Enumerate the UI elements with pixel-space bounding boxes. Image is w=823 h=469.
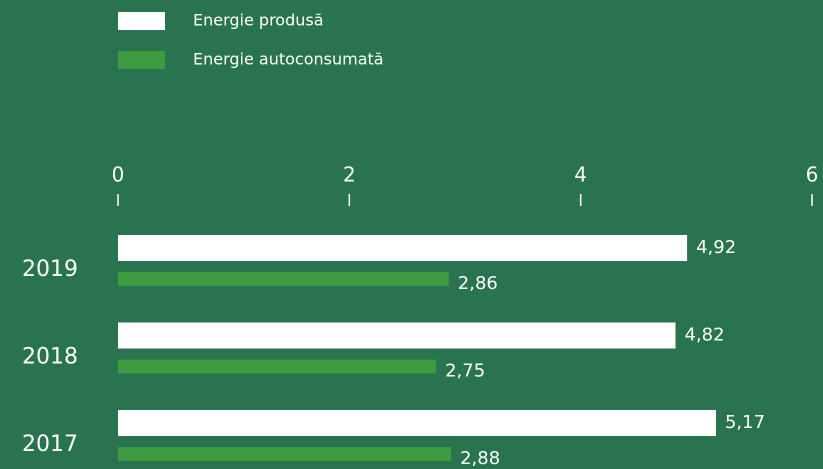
value-label: 4,82: [685, 325, 725, 346]
value-label: 4,92: [696, 237, 736, 258]
bar: [118, 410, 716, 436]
category-label: 2017: [22, 432, 78, 457]
legend-swatch: [118, 51, 165, 69]
bar: [118, 272, 449, 286]
value-label: 2,86: [458, 273, 498, 294]
value-label: 2,75: [445, 361, 485, 382]
legend-label: Energie produsă: [193, 11, 324, 30]
x-tick-label: 0: [112, 163, 125, 187]
x-tick-label: 6: [806, 163, 819, 187]
category-label: 2018: [22, 345, 78, 370]
bar: [118, 447, 452, 461]
bar: [118, 322, 676, 349]
legend-swatch: [118, 12, 165, 30]
bar: [118, 359, 437, 374]
value-label: 2,88: [460, 448, 500, 469]
x-tick-label: 2: [343, 163, 356, 187]
category-label: 2019: [22, 257, 78, 282]
value-label: 5,17: [725, 412, 765, 433]
x-tick-label: 4: [574, 163, 587, 187]
bar: [118, 235, 688, 261]
legend-label: Energie autoconsumată: [193, 50, 384, 69]
